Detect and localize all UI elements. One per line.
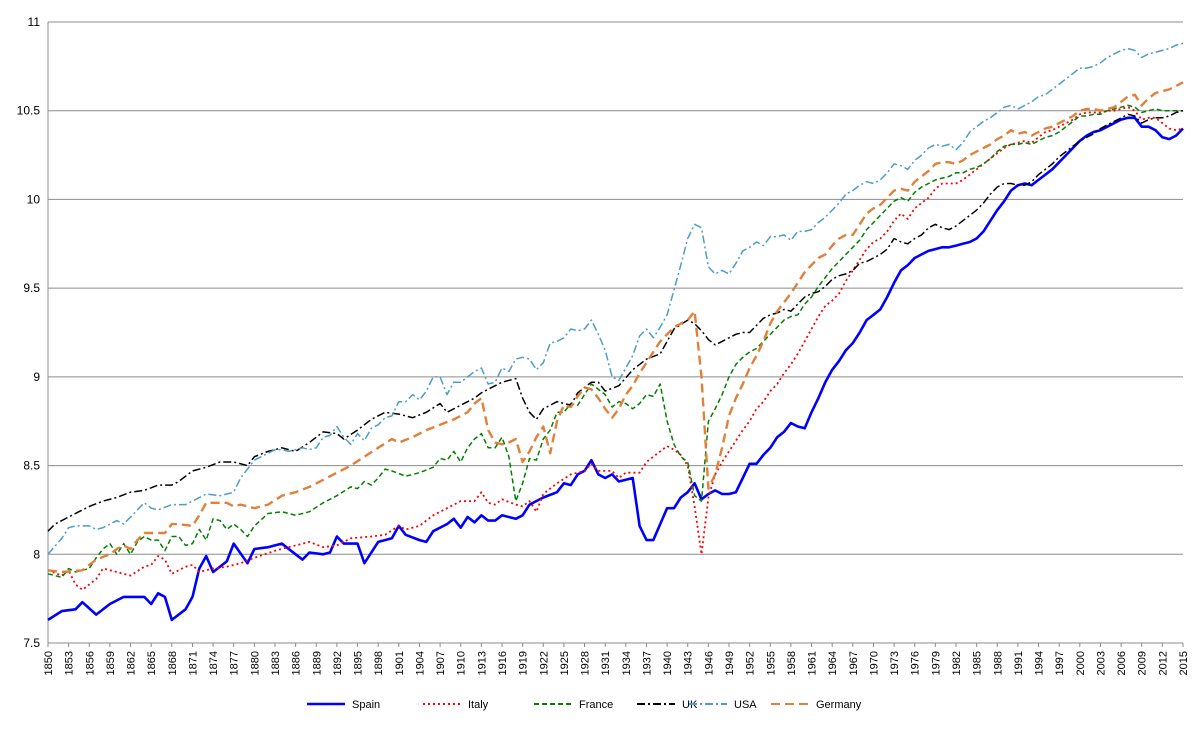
x-tick-label: 1961 [807,651,819,675]
x-tick-label: 1946 [703,651,715,675]
y-tick-label: 8.5 [23,459,40,473]
x-tick-label: 1904 [414,651,426,675]
x-tick-label: 1937 [641,651,653,675]
x-tick-label: 1952 [745,651,757,675]
legend-label-usa: USA [734,699,757,711]
x-tick-label: 1931 [600,651,612,675]
legend-label-spain: Spain [352,699,380,711]
x-tick-label: 1871 [187,651,199,675]
x-tick-label: 1955 [765,651,777,675]
series-line-uk [47,109,1184,532]
x-tick-label: 1850 [43,651,55,675]
x-tick-label: 1967 [848,651,860,675]
x-tick-label: 1862 [126,651,138,675]
x-tick-label: 1892 [332,651,344,675]
axes [47,22,1184,647]
x-tick-label: 1898 [373,651,385,675]
x-tick-label: 1976 [910,651,922,675]
x-tick-label: 1868 [167,651,179,675]
x-tick-label: 1916 [497,651,509,675]
x-tick-label: 2003 [1095,651,1107,675]
x-tick-label: 1934 [621,651,633,675]
legend-label-germany: Germany [816,699,862,711]
x-tick-label: 1877 [229,651,241,675]
x-axis-tick-labels: 1850 1853 1856 1859 1862 1865 1868 1871 1874 1877… [43,651,1190,675]
x-tick-label: 1943 [683,651,695,675]
x-tick-label: 1991 [1013,651,1025,675]
gridlines [48,21,1183,644]
x-tick-label: 1901 [394,651,406,675]
series-line-usa [47,42,1184,555]
x-tick-label: 1985 [972,651,984,675]
x-tick-label: 1982 [951,651,963,675]
x-tick-label: 1940 [662,651,674,675]
y-tick-label: 9 [33,370,40,384]
x-tick-label: 1949 [724,651,736,675]
x-tick-label: 1973 [889,651,901,675]
x-tick-label: 1958 [786,651,798,675]
x-tick-label: 1928 [580,651,592,675]
legend: SpainItalyFranceUKUSAGermany [307,699,862,711]
y-tick-label: 11 [28,15,41,29]
series-line-spain [47,116,1184,622]
series-line-germany [47,81,1184,574]
y-axis-tick-labels: 7.5 8 8.5 9 9.5 10 10.5 11 [17,15,41,650]
x-tick-label: 1895 [353,651,365,675]
x-tick-label: 2009 [1137,651,1149,675]
x-tick-label: 1925 [559,651,571,675]
x-tick-label: 1874 [208,651,220,675]
x-tick-label: 1886 [291,651,303,675]
x-tick-label: 1919 [518,651,530,675]
x-tick-label: 1964 [827,651,839,675]
x-tick-label: 1853 [64,651,76,675]
x-tick-label: 1988 [992,651,1004,675]
x-tick-label: 1997 [1054,651,1066,675]
x-tick-label: 1922 [538,651,550,675]
y-tick-label: 10.5 [17,104,41,118]
legend-label-italy: Italy [468,699,489,711]
x-tick-label: 1913 [476,651,488,675]
x-tick-label: 1970 [868,651,880,675]
x-tick-label: 1883 [270,651,282,675]
series-lines [47,42,1184,622]
x-tick-label: 1910 [456,651,468,675]
y-tick-label: 8 [33,547,40,561]
x-tick-label: 1979 [930,651,942,675]
series-line-italy [47,106,1184,591]
x-tick-label: 1994 [1034,651,1046,675]
x-tick-label: 1859 [105,651,117,675]
x-tick-label: 2012 [1157,651,1169,675]
y-tick-label: 10 [27,192,41,206]
series-line-france [47,104,1183,579]
y-tick-label: 9.5 [23,281,40,295]
x-tick-label: 1865 [146,651,158,675]
x-tick-label: 2000 [1075,651,1087,675]
x-tick-label: 1856 [84,651,96,675]
x-tick-label: 2015 [1178,651,1190,675]
y-tick-label: 7.5 [23,636,40,650]
x-tick-label: 1889 [311,651,323,675]
legend-label-france: France [579,699,613,711]
x-tick-label: 1880 [249,651,261,675]
x-tick-label: 2006 [1116,651,1128,675]
x-tick-label: 1907 [435,651,447,675]
